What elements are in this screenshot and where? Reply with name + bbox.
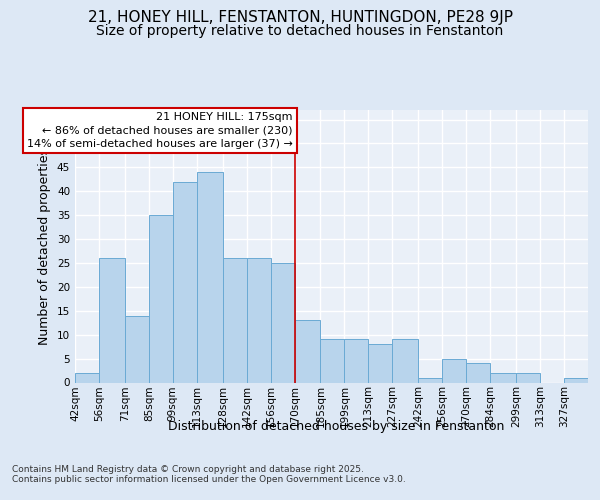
Bar xyxy=(295,320,320,382)
Text: Size of property relative to detached houses in Fenstanton: Size of property relative to detached ho… xyxy=(97,24,503,38)
Text: Contains HM Land Registry data © Crown copyright and database right 2025.
Contai: Contains HM Land Registry data © Crown c… xyxy=(12,465,406,484)
Bar xyxy=(442,358,466,382)
Bar xyxy=(247,258,271,382)
Bar xyxy=(320,340,344,382)
Bar xyxy=(368,344,392,383)
Bar xyxy=(344,340,368,382)
Bar xyxy=(271,263,295,382)
Bar xyxy=(149,215,173,382)
Bar xyxy=(223,258,247,382)
Bar xyxy=(418,378,442,382)
Bar xyxy=(125,316,149,382)
Bar xyxy=(466,364,490,382)
Bar xyxy=(75,373,99,382)
Bar xyxy=(99,258,125,382)
Bar xyxy=(392,340,418,382)
Text: Distribution of detached houses by size in Fenstanton: Distribution of detached houses by size … xyxy=(168,420,504,433)
Bar xyxy=(516,373,540,382)
Bar xyxy=(490,373,516,382)
Bar xyxy=(564,378,588,382)
Text: 21, HONEY HILL, FENSTANTON, HUNTINGDON, PE28 9JP: 21, HONEY HILL, FENSTANTON, HUNTINGDON, … xyxy=(88,10,512,25)
Bar xyxy=(173,182,197,382)
Text: 21 HONEY HILL: 175sqm
← 86% of detached houses are smaller (230)
14% of semi-det: 21 HONEY HILL: 175sqm ← 86% of detached … xyxy=(27,112,293,149)
Bar xyxy=(197,172,223,382)
Y-axis label: Number of detached properties: Number of detached properties xyxy=(38,148,52,345)
